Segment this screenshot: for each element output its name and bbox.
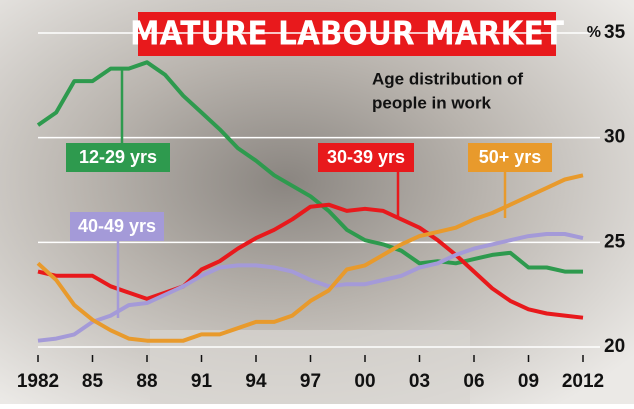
title-box (138, 12, 556, 56)
x-tick-label: 03 (409, 371, 430, 392)
y-tick-label: 30 (604, 127, 625, 148)
x-tick-label: 00 (354, 371, 375, 392)
y-tick-label: 25 (604, 231, 626, 252)
series-line (36, 173, 584, 343)
y-tick-label: 20 (604, 336, 625, 357)
legend-box (468, 143, 552, 172)
series-line (37, 232, 584, 343)
shirt (150, 330, 470, 404)
legend-box (318, 143, 414, 172)
y-unit: % (587, 24, 601, 41)
legend-label: 40-49 yrs (78, 216, 156, 236)
series-line (36, 60, 583, 274)
chart-title: MATURE LABOUR MARKET (130, 15, 565, 53)
x-tick-label: 91 (191, 371, 213, 392)
legend-box (70, 212, 164, 241)
lines (36, 60, 584, 343)
y-tick-label: 35 (604, 22, 626, 43)
subtitle: Age distribution of (372, 69, 523, 88)
x-tick-label: 09 (518, 371, 539, 392)
x-tick-label: 85 (82, 371, 104, 392)
subtitle: people in work (372, 93, 492, 112)
x-tick-label: 06 (463, 371, 484, 392)
x-tick-label: 1982 (17, 371, 59, 392)
legend-label: 30-39 yrs (327, 147, 405, 167)
x-tick-label: 2012 (562, 371, 604, 392)
labels: 12-29 yrs 30-39 yrs 40-49 yrs 50+ yrs (66, 68, 552, 318)
legend-label: 12-29 yrs (79, 147, 157, 167)
x-tick-label: 88 (136, 371, 157, 392)
series-line (37, 202, 584, 320)
x-tick-label: 94 (245, 371, 267, 392)
legend-label: 50+ yrs (479, 147, 542, 167)
grid: 20 25 30 35% 1982 85 88 91 94 97 00 03 06 09 2012 (17, 22, 626, 392)
legend-box (66, 143, 170, 172)
x-tick-label: 97 (300, 371, 321, 392)
